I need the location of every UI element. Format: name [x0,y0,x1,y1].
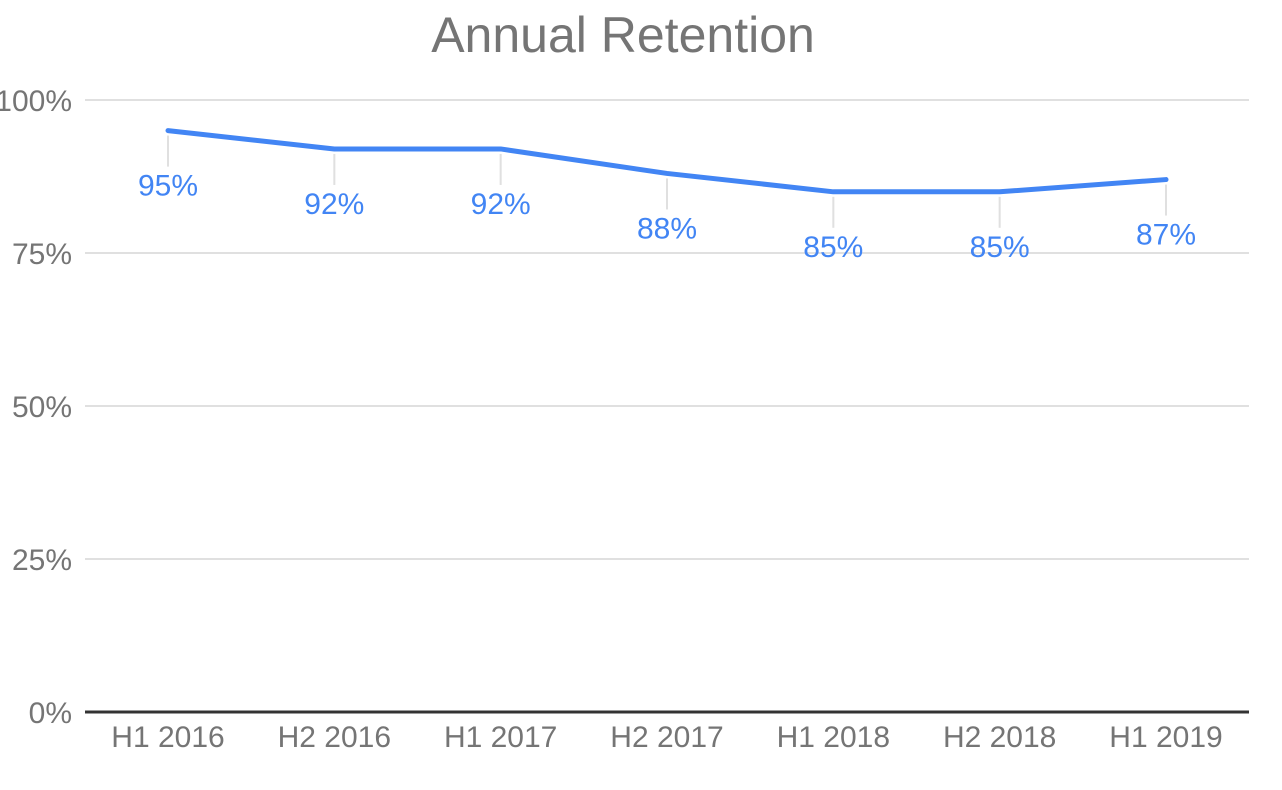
y-axis-tick-label: 25% [12,544,72,577]
chart-title: Annual Retention [431,7,815,63]
y-axis-tick-label: 75% [12,238,72,271]
data-point-label: 87% [1136,219,1196,252]
data-point-label: 85% [970,231,1030,264]
y-axis-tick-label: 50% [12,391,72,424]
y-axis-tick-label: 0% [29,697,72,730]
x-axis-label: H2 2018 [943,721,1056,754]
data-point-label: 92% [471,188,531,221]
y-axis-tick-label: 100% [0,85,72,118]
x-axis-label: H1 2016 [111,721,224,754]
x-axis-label: H1 2018 [777,721,890,754]
data-point-label: 88% [637,212,697,245]
retention-series-line [165,128,1169,195]
x-axis-label: H1 2017 [444,721,557,754]
data-point-label: 85% [803,231,863,264]
data-point-label: 92% [304,188,364,221]
x-axis-label: H2 2017 [610,721,723,754]
x-axis-label: H2 2016 [278,721,391,754]
data-point-label: 95% [138,170,198,203]
x-axis-label: H1 2019 [1109,721,1222,754]
